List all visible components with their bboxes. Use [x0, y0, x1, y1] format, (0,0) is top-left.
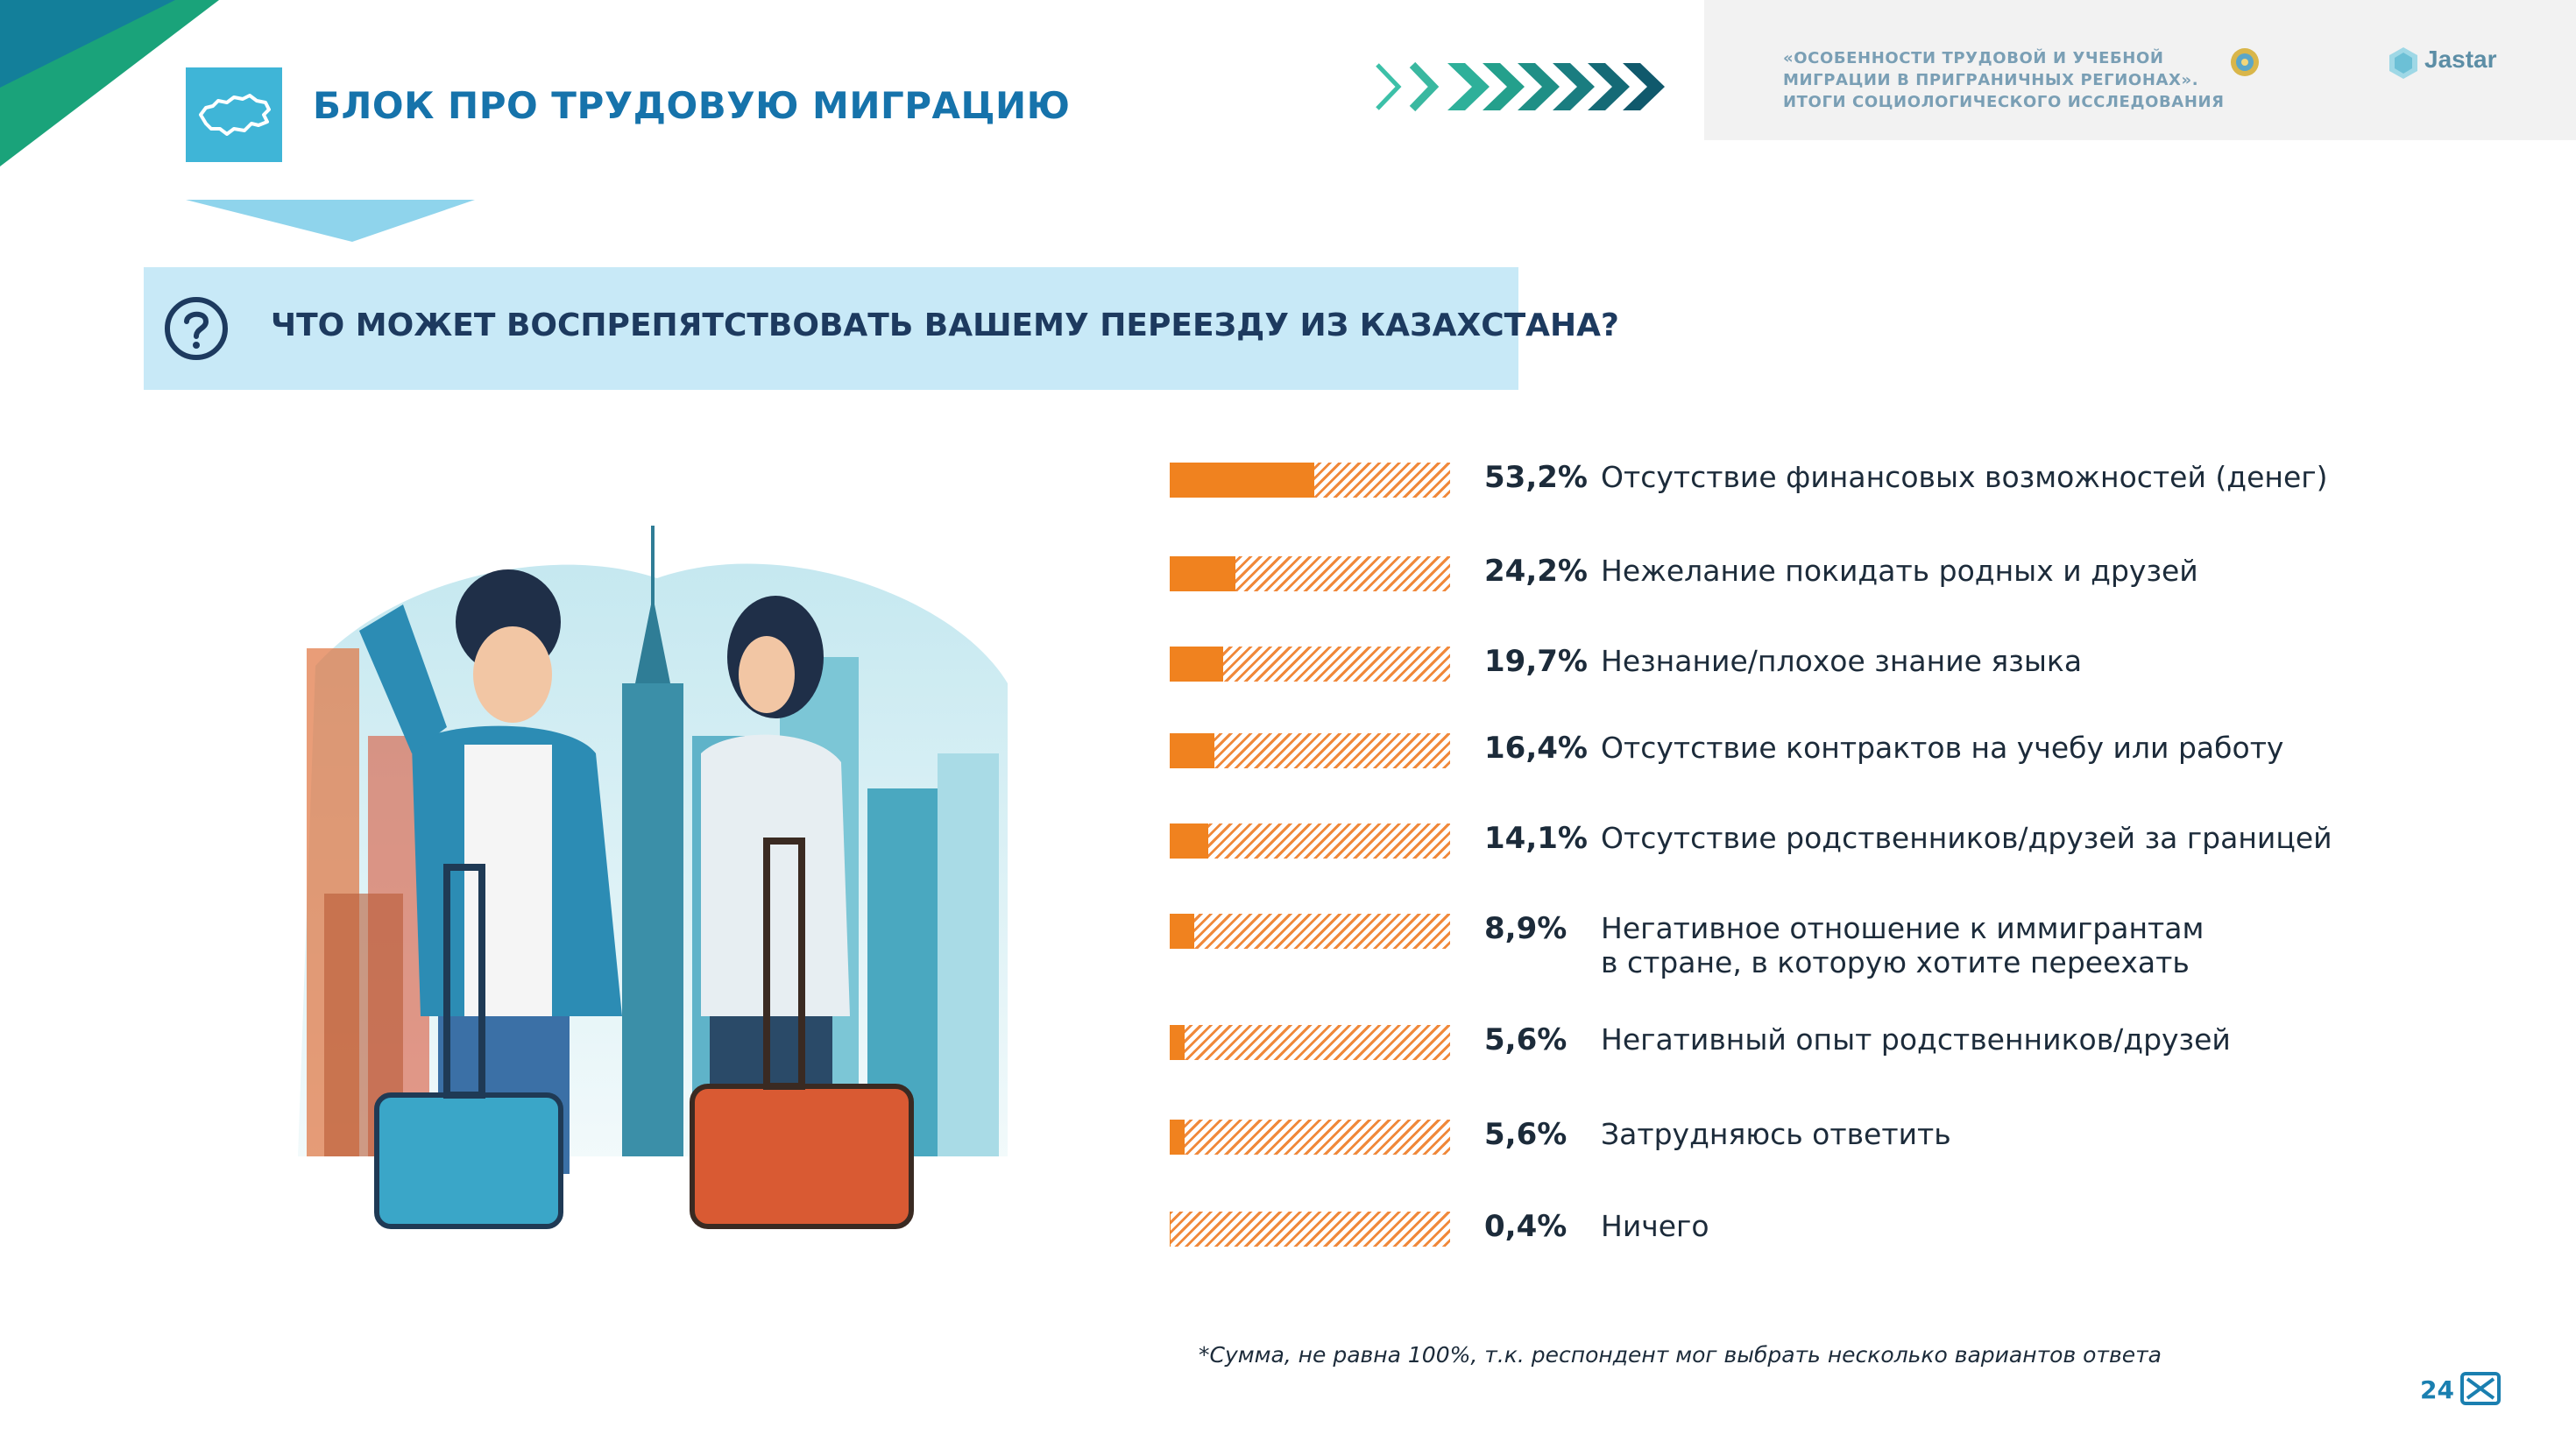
jastar-logo-icon: [2389, 47, 2417, 79]
bar-track: [1170, 556, 1450, 591]
corner-decoration: [0, 0, 219, 166]
bar-chart: 53,2% Отсутствие финансовых возможностей …: [1170, 438, 2396, 1279]
value-label: 5,6%: [1484, 1117, 1568, 1152]
category-label: Негативное отношение к иммигрантам в стр…: [1601, 911, 2204, 979]
value-label: 53,2%: [1484, 460, 1588, 495]
category-label: Нежелание покидать родных и друзей: [1601, 554, 2198, 588]
question-mark-icon: [165, 297, 228, 360]
value-label: 5,6%: [1484, 1022, 1568, 1057]
category-label: Затрудняюсь ответить: [1601, 1117, 1951, 1151]
header-panel: «ОСОБЕННОСТИ ТРУДОВОЙ И УЧЕБНОЙ МИГРАЦИИ…: [1704, 0, 2576, 140]
category-label: Отсутствие финансовых возможностей (дене…: [1601, 460, 2328, 494]
bar-track: [1170, 1212, 1450, 1247]
block-title: БЛОК ПРО ТРУДОВУЮ МИГРАЦИЮ: [313, 84, 1071, 127]
bar: [1170, 823, 1208, 859]
category-label: Незнание/плохое знание языка: [1601, 644, 2083, 678]
bar: [1170, 1120, 1185, 1155]
kazakhstan-map-icon: [186, 67, 282, 162]
bar-track: [1170, 733, 1450, 768]
bar: [1170, 733, 1214, 768]
value-label: 24,2%: [1484, 554, 1588, 589]
category-label: Отсутствие контрактов на учебу или работ…: [1601, 731, 2284, 765]
category-label: Ничего: [1601, 1209, 1709, 1243]
bar-track: [1170, 914, 1450, 949]
bar: [1170, 1212, 1171, 1247]
value-label: 16,4%: [1484, 731, 1588, 766]
footnote: *Сумма, не равна 100%, т.к. респондент м…: [1199, 1342, 2162, 1368]
bar-track: [1170, 463, 1450, 498]
question-text: ЧТО МОЖЕТ ВОСПРЕПЯТСТВОВАТЬ ВАШЕМУ ПЕРЕЕ…: [271, 307, 1619, 343]
bar: [1170, 1025, 1185, 1060]
category-label: Отсутствие родственников/друзей за грани…: [1601, 821, 2332, 855]
study-title: «ОСОБЕННОСТИ ТРУДОВОЙ И УЧЕБНОЙ МИГРАЦИИ…: [1783, 49, 2225, 111]
category-label: Негативный опыт родственников/друзей: [1601, 1022, 2231, 1057]
bar-track: [1170, 823, 1450, 859]
value-label: 0,4%: [1484, 1209, 1568, 1244]
bar-track: [1170, 1120, 1450, 1155]
question-box: ЧТО МОЖЕТ ВОСПРЕПЯТСТВОВАТЬ ВАШЕМУ ПЕРЕЕ…: [144, 267, 1619, 390]
bar-track: [1170, 1025, 1450, 1060]
bar: [1170, 914, 1194, 949]
bar-track: [1170, 647, 1450, 682]
bar: [1170, 556, 1236, 591]
travelers-illustration: [298, 526, 1008, 1229]
government-seal-icon: [2231, 48, 2259, 76]
value-label: 8,9%: [1484, 911, 1568, 946]
bar: [1170, 647, 1224, 682]
page-number: 24: [2420, 1375, 2454, 1404]
chevron-arrows-icon: [1376, 61, 1665, 112]
pointer-triangle: [186, 200, 475, 242]
value-label: 14,1%: [1484, 821, 1588, 856]
bar: [1170, 463, 1314, 498]
ornament-icon: [2460, 1372, 2501, 1405]
brand-name: Jastar: [2424, 46, 2497, 73]
value-label: 19,7%: [1484, 644, 1588, 679]
